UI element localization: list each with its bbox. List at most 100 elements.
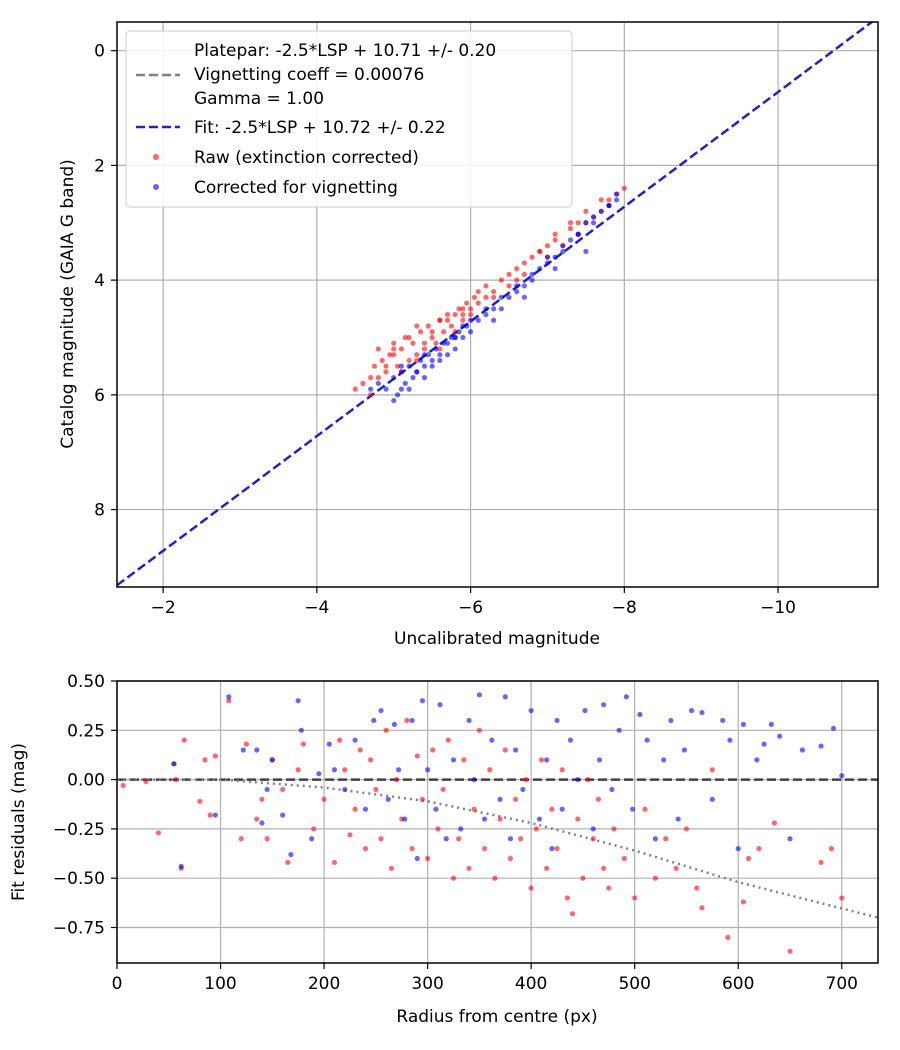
data-point [425,323,431,329]
data-point [259,796,265,802]
data-point [483,311,489,318]
data-point [378,836,384,842]
data-point [238,836,244,842]
data-point [259,820,265,826]
data-point [537,266,543,272]
data-point [491,294,497,300]
data-point [606,202,612,209]
y-tick-label: −0.50 [53,869,105,889]
bottom-plot-frame [116,680,879,964]
bottom-x-axis-label: Radius from centre (px) [396,1007,597,1027]
data-point [560,243,566,249]
data-point [240,747,246,753]
data-point [596,757,603,763]
top-x-axis-label: Uncalibrated magnitude [394,629,600,649]
y-tick-label: −0.25 [53,820,105,840]
data-point [777,733,783,739]
data-point [437,357,443,364]
data-point [554,846,560,852]
data-point [668,717,674,724]
x-tick-label: 0 [112,974,123,994]
data-point [476,727,482,733]
data-point [552,266,558,272]
data-point [402,380,408,386]
data-point [720,717,726,724]
data-point [544,260,551,266]
data-point [467,306,474,312]
data-point [398,369,405,375]
data-point [569,911,576,917]
data-point [393,777,400,783]
data-point [445,737,451,743]
data-point [409,846,415,852]
y-tick-label: 4 [94,271,105,291]
data-point [202,757,208,763]
data-point [433,806,439,812]
data-point [410,375,416,381]
data-point [435,826,441,832]
data-point [598,208,604,214]
data-point [391,352,397,358]
data-point [498,294,504,300]
data-point [391,375,397,381]
data-point [360,380,366,386]
data-point [582,707,588,714]
data-point [661,757,667,763]
data-point [429,363,435,369]
data-point [575,816,581,822]
data-point [331,859,338,866]
data-point [452,329,458,335]
data-point [269,757,275,763]
data-point [212,753,218,759]
data-point [226,694,232,700]
data-point [425,767,431,773]
data-point [590,826,596,832]
y-tick-label: 0.50 [67,672,105,692]
data-point [818,743,824,749]
data-point [311,826,317,832]
data-point [394,392,401,398]
data-point [362,806,369,812]
data-point [444,352,451,358]
data-point [143,778,149,785]
data-point [567,737,574,743]
data-point [673,865,679,871]
data-point [761,741,767,747]
data-point [768,721,774,727]
data-point [437,702,443,708]
data-point [456,306,462,312]
x-tick-label: −10 [760,598,796,618]
data-point [471,806,477,812]
data-point [226,698,232,704]
data-point [601,865,607,871]
data-point [498,306,504,312]
data-point [567,225,574,232]
data-point [601,702,607,708]
data-point [483,294,489,300]
data-point [799,747,806,753]
data-point [421,346,428,352]
y-tick-label: 0.00 [67,771,105,791]
data-point [740,721,747,727]
data-point [421,352,428,358]
data-point [552,254,558,260]
data-point [321,796,327,802]
data-point [590,836,596,842]
data-point [614,191,620,197]
data-point [437,352,443,358]
data-point [491,306,497,312]
data-point [458,826,464,832]
data-point [398,346,405,352]
data-point [402,816,408,822]
data-point [378,707,384,714]
data-point [254,747,260,753]
x-tick-label: −8 [612,598,637,618]
data-point [466,717,472,724]
top-fit-line [117,22,874,587]
data-point [506,294,512,300]
bottom-reference-lines [117,778,878,919]
data-point [409,717,415,724]
data-point [675,816,681,822]
data-point [502,747,508,753]
